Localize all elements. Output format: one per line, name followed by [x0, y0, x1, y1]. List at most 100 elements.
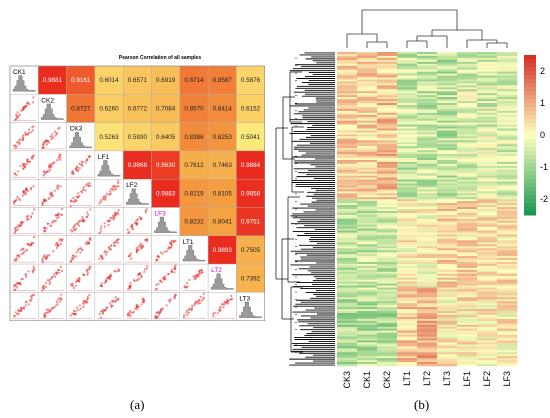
- scatter-point: [61, 213, 64, 216]
- heatmap-cell: [337, 69, 358, 72]
- heatmap-cell: [437, 324, 458, 328]
- heatmap-cell: [357, 261, 378, 265]
- scatter-point: [13, 314, 16, 317]
- heatmap-cell: [457, 106, 478, 110]
- heatmap-cell: [397, 344, 418, 347]
- scatter-point: [57, 212, 60, 215]
- heatmap-cell: [357, 124, 378, 127]
- heatmap-cell: [397, 320, 418, 324]
- heatmap-cell: [457, 336, 478, 339]
- heatmap-cell: [417, 69, 438, 72]
- colorbar-segment: [524, 183, 536, 188]
- scatter-point: [42, 255, 45, 259]
- scatter-point: [25, 275, 28, 279]
- heatmap-cell: [417, 222, 438, 225]
- heatmap-cell: [397, 240, 418, 243]
- scatter-point: [104, 194, 107, 198]
- heatmap-cell: [497, 254, 518, 257]
- heatmap-cell: [417, 234, 438, 237]
- heatmap-cell: [357, 275, 378, 278]
- scatter-cell: [179, 263, 209, 293]
- scatter-point: [135, 246, 139, 249]
- heatmap-cell: [497, 214, 518, 218]
- heatmap-cell: [397, 156, 418, 159]
- heatmap-cell: [377, 75, 398, 78]
- heatmap-cell: [397, 144, 418, 147]
- density-histogram: [41, 103, 64, 120]
- panel-b-caption: (b): [414, 397, 430, 412]
- heatmap-cell: [497, 236, 518, 239]
- heatmap-cell: [417, 283, 438, 286]
- scatter-point: [70, 257, 74, 260]
- heatmap-cell: [457, 307, 478, 310]
- scatter-point: [164, 275, 167, 278]
- heatmap-cell: [417, 77, 438, 80]
- heatmap-cell: [477, 248, 498, 251]
- heatmap-cell: [497, 187, 518, 190]
- heatmap-cell: [397, 216, 418, 220]
- colorbar-segment: [524, 115, 536, 120]
- scatter-point: [22, 220, 25, 224]
- heatmap-cell: [337, 156, 358, 159]
- scatter-point: [31, 126, 34, 129]
- heatmap-cell: [477, 226, 498, 229]
- heatmap-cell: [457, 140, 478, 143]
- scatter-point: [44, 140, 48, 144]
- correlation-value: 0.8219: [184, 190, 204, 197]
- heatmap-cell: [497, 216, 518, 220]
- heatmap-cell: [357, 167, 378, 171]
- heatmap-cell: [357, 320, 378, 324]
- scatter-point: [159, 279, 162, 282]
- heatmap-cell: [377, 320, 398, 324]
- heatmap-cell: [497, 77, 518, 80]
- heatmap-cell: [437, 287, 458, 290]
- heatmap-cell: [417, 132, 438, 135]
- scatter-point: [156, 255, 159, 258]
- heatmap-cell: [437, 238, 458, 241]
- scatter-point: [17, 254, 20, 257]
- heatmap-cell: [337, 242, 358, 245]
- heatmap-cell: [417, 75, 438, 78]
- heatmap-cell: [377, 311, 398, 314]
- heatmap-cell: [377, 230, 398, 233]
- heatmap-cell: [417, 108, 438, 112]
- heatmap-cell: [497, 173, 518, 176]
- heatmap-cell: [357, 234, 378, 237]
- heatmap-cell: [397, 177, 418, 180]
- heatmap-cell: [337, 281, 358, 284]
- heatmap-cell: [457, 128, 478, 131]
- correlation-value: 0.9893: [213, 247, 233, 254]
- scatter-point: [57, 216, 60, 219]
- heatmap-cell: [477, 232, 498, 235]
- heatmap-cell: [397, 234, 418, 237]
- scatter-point: [22, 167, 25, 170]
- heatmap-cell: [377, 106, 398, 110]
- correlation-value: 0.5263: [99, 134, 119, 141]
- scatter-point: [142, 300, 145, 303]
- heatmap-cell: [417, 152, 438, 155]
- correlation-value: 0.8570: [184, 105, 204, 112]
- heatmap-cell: [357, 254, 378, 257]
- heatmap-cell: [437, 83, 458, 86]
- heatmap-cell: [457, 328, 478, 331]
- heatmap-cell: [437, 77, 458, 80]
- heatmap-cell: [377, 181, 398, 184]
- heatmap-cell: [337, 67, 358, 70]
- colorbar-segment: [524, 135, 536, 140]
- colorbar-segment: [524, 75, 536, 80]
- scatter-point: [187, 311, 191, 314]
- heatmap-cell: [397, 83, 418, 86]
- heatmap-cell: [437, 154, 458, 157]
- heatmap-cell: [477, 352, 498, 355]
- scatter-point: [16, 312, 19, 316]
- scatter-point: [55, 300, 58, 303]
- heatmap-cell: [477, 216, 498, 220]
- heatmap-cell: [457, 332, 478, 335]
- heatmap-cell: [377, 209, 398, 212]
- heatmap-cell: [477, 152, 498, 155]
- scatter-point: [130, 225, 133, 228]
- scatter-point: [59, 158, 62, 161]
- scatter-point: [27, 303, 30, 306]
- heatmap-cell: [397, 75, 418, 78]
- heatmap-cell: [377, 314, 398, 318]
